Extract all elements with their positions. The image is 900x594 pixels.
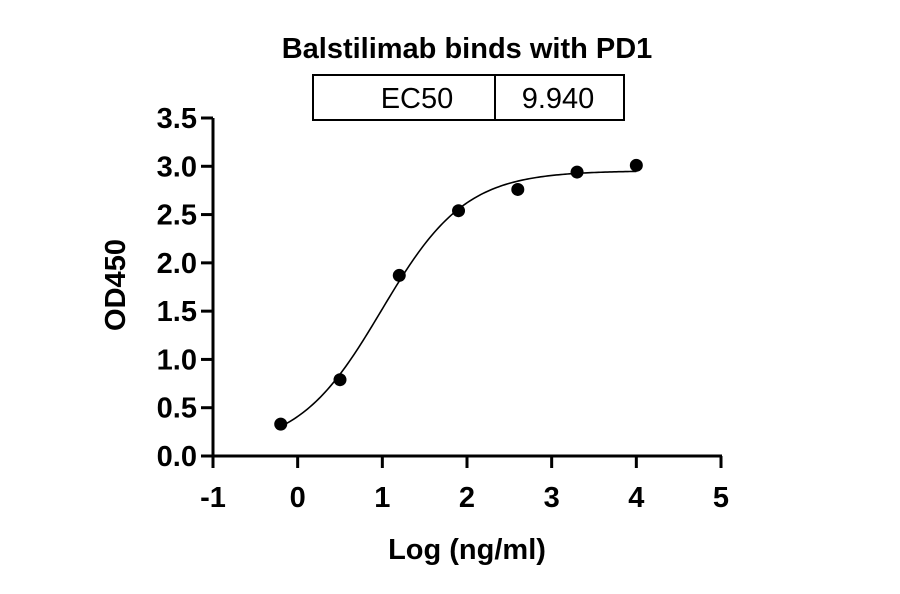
x-axis: -1 0 1 2 3 4 5 [200, 454, 729, 514]
ec50-label: EC50 [381, 83, 454, 115]
data-point [452, 204, 466, 218]
y-tick-label: 0.0 [157, 441, 197, 473]
x-tick-label: 3 [544, 482, 560, 514]
data-point [333, 373, 347, 387]
data-point [511, 182, 525, 196]
chart-title: Balstilimab binds with PD1 [282, 33, 653, 65]
x-tick-label: 2 [459, 482, 475, 514]
ec50-table-border [312, 74, 625, 121]
x-tick-label: -1 [200, 482, 226, 514]
data-point [392, 268, 406, 282]
y-tick-label: 1.0 [157, 344, 197, 376]
x-tick-label: 5 [713, 482, 729, 514]
x-tick-label: 0 [290, 482, 306, 514]
data-points [274, 158, 643, 431]
data-point [629, 158, 643, 172]
y-axis-label: OD450 [100, 239, 132, 331]
ec50-table: EC50 9.940 [312, 74, 625, 121]
x-axis-label: Log (ng/ml) [388, 534, 546, 566]
y-tick-label: 2.5 [157, 200, 197, 232]
y-tick-label: 3.5 [157, 103, 197, 135]
ec50-value: 9.940 [522, 83, 595, 115]
data-point [274, 417, 288, 431]
y-axis: 0.0 0.5 1.0 1.5 2.0 2.5 3.0 3.5 [157, 103, 215, 473]
data-point [570, 165, 584, 179]
x-tick-label: 4 [628, 482, 644, 514]
y-tick-label: 2.0 [157, 248, 197, 280]
y-tick-label: 0.5 [157, 393, 197, 425]
y-tick-label: 3.0 [157, 151, 197, 183]
x-tick-label: 1 [374, 482, 390, 514]
y-tick-label: 1.5 [157, 296, 197, 328]
